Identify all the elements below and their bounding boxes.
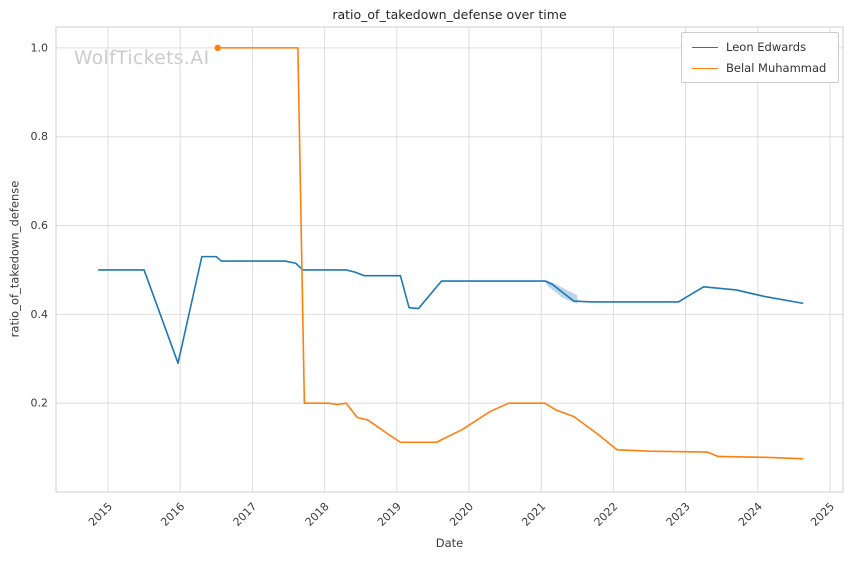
x-tick-label: 2016 (158, 500, 187, 529)
x-tick-label: 2019 (375, 500, 404, 529)
y-tick-label: 1.0 (31, 41, 49, 54)
legend-line-icon (692, 67, 718, 69)
x-tick-label: 2020 (447, 500, 476, 529)
x-tick-label: 2023 (664, 500, 693, 529)
legend-label: Leon Edwards (726, 40, 807, 54)
y-tick-label: 0.4 (31, 308, 49, 321)
series-line-0 (97, 255, 804, 365)
legend-item-belal-muhammad: Belal Muhammad (692, 61, 828, 75)
legend-line-icon (692, 46, 718, 48)
y-tick-label: 0.2 (31, 397, 49, 410)
x-tick-label: 2022 (592, 500, 621, 529)
x-tick-label: 2018 (303, 500, 332, 529)
x-tick-label: 2017 (231, 500, 260, 529)
legend-label: Belal Muhammad (726, 61, 827, 75)
series-line-1 (216, 47, 804, 460)
legend-item-leon-edwards: Leon Edwards (692, 40, 828, 54)
plot-border (55, 26, 844, 493)
x-tick-label: 2015 (86, 500, 115, 529)
series-start-marker (214, 44, 221, 52)
x-tick-label: 2021 (519, 500, 548, 529)
x-tick-label: 2025 (808, 500, 837, 529)
x-tick-label: 2024 (736, 500, 765, 529)
x-axis-label: Date (435, 536, 464, 550)
legend: Leon Edwards Belal Muhammad (681, 32, 839, 83)
y-tick-label: 0.6 (31, 219, 49, 232)
chart-title: ratio_of_takedown_defense over time (332, 7, 567, 22)
y-tick-label: 0.8 (31, 130, 49, 143)
